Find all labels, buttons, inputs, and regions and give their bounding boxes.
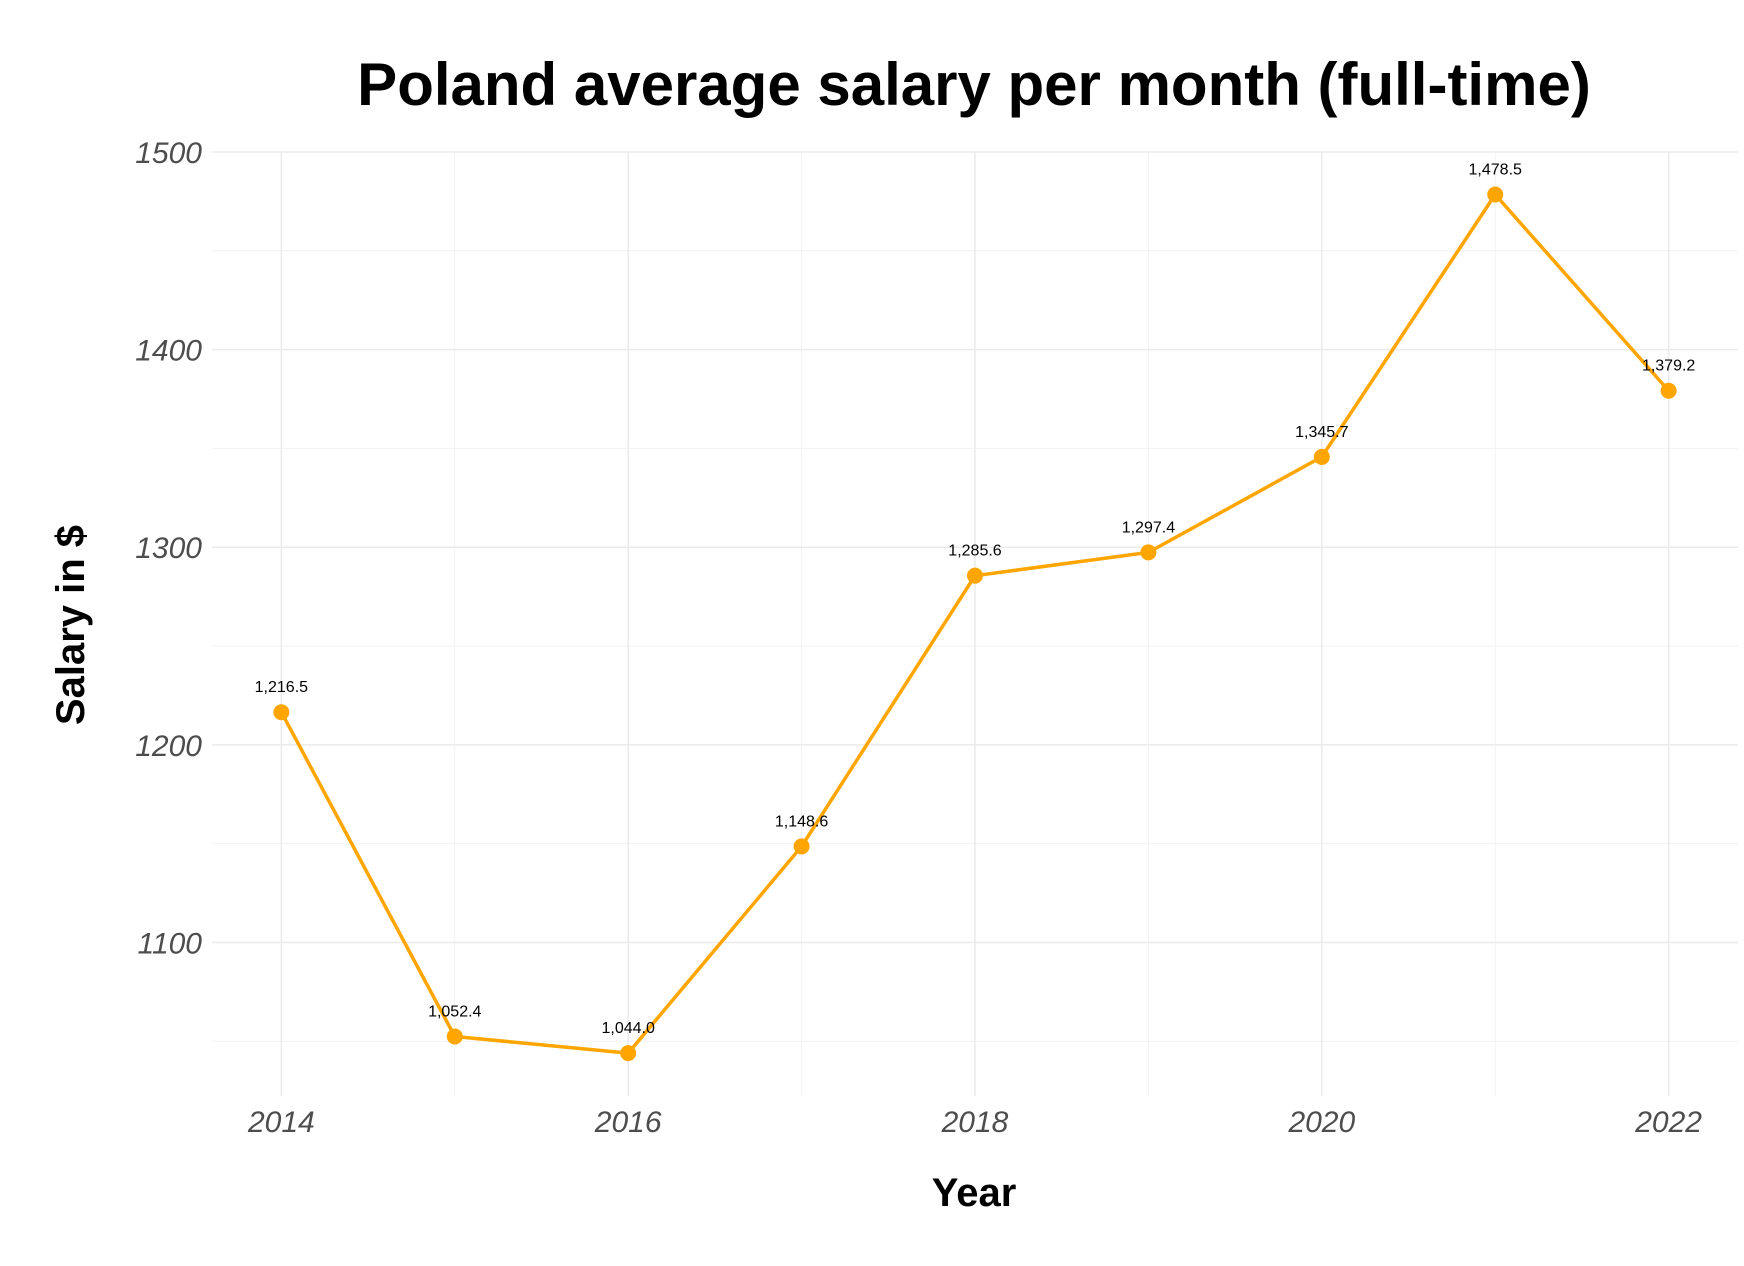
y-tick-label: 1300 [135,532,202,565]
data-point [1487,186,1504,203]
grid-lines [212,151,1738,1096]
x-tick-label: 2018 [941,1106,1009,1139]
x-tick-label: 2020 [1287,1106,1355,1139]
data-point [273,704,290,721]
data-label: 1,478.5 [1469,161,1522,178]
data-point [620,1045,637,1062]
chart-title: Poland average salary per month (full-ti… [357,51,1591,118]
y-tick-label: 1400 [135,335,202,368]
x-tick-label: 2022 [1634,1106,1702,1139]
data-point [793,838,810,855]
y-axis-title: Salary in $ [49,525,93,725]
x-axis-title: Year [932,1171,1017,1215]
data-label: 1,345.7 [1295,424,1348,441]
x-tick-label: 2014 [247,1106,315,1139]
data-label: 1,148.6 [775,813,828,830]
data-point [1660,382,1677,399]
data-label: 1,285.6 [948,543,1001,560]
y-tick-label: 1500 [135,137,202,170]
data-label: 1,044.0 [601,1020,654,1037]
data-point [1313,448,1330,465]
data-point [967,567,983,584]
y-tick-label: 1100 [137,927,202,960]
data-label: 1,052.4 [428,1004,481,1021]
x-axis-ticks: 2014 2016 2018 2020 2022 [247,1106,1702,1139]
y-axis-ticks: 1100 1200 1300 1400 1500 [135,137,202,960]
data-point [1140,544,1157,561]
data-label: 1,297.4 [1122,519,1175,536]
data-points [273,186,1677,1062]
y-tick-label: 1200 [135,730,202,763]
data-label: 1,216.5 [255,679,308,696]
x-tick-label: 2016 [594,1106,662,1139]
data-point [446,1028,463,1045]
data-label: 1,379.2 [1642,358,1695,375]
data-labels: 1,216.5 1,052.4 1,044.0 1,148.6 1,285.6 1,297… [255,161,1696,1037]
